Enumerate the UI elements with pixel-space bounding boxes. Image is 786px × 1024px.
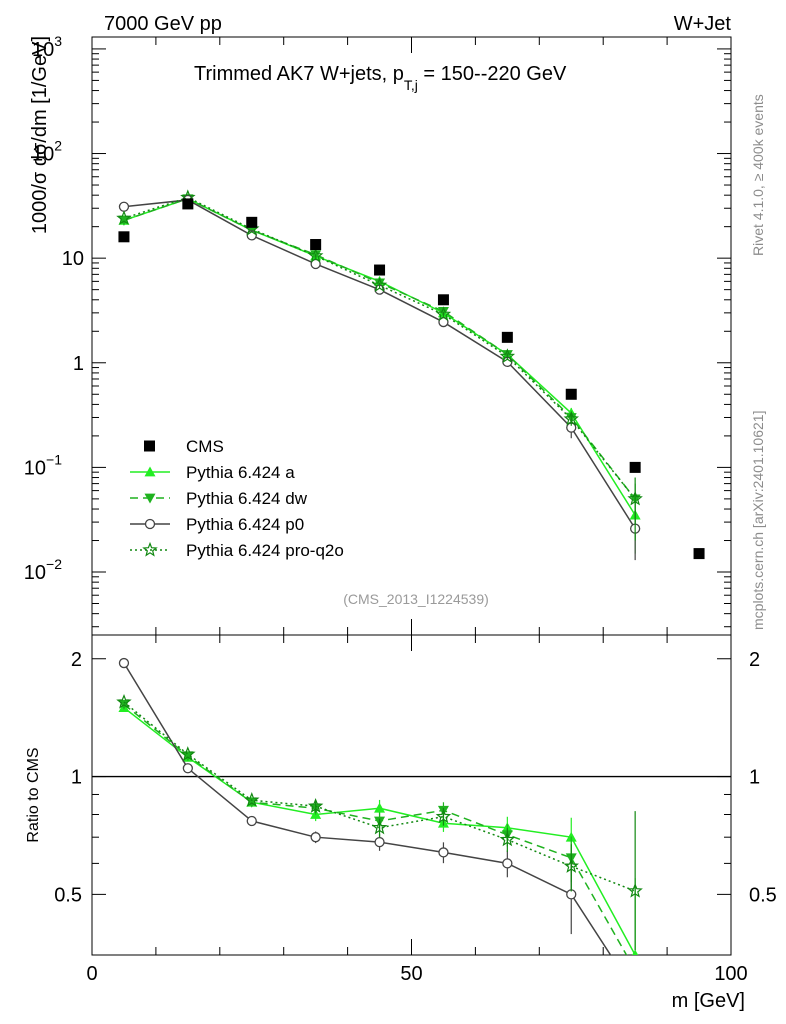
y-tick-base: 10	[32, 39, 54, 61]
ratio-tick-label-right: 0.5	[749, 884, 777, 906]
side-label-rivet: Rivet 4.1.0, ≥ 400k events	[750, 94, 766, 256]
y-axis-label: 1000/σ dσ/dm [1/GeV]	[29, 36, 51, 234]
legend-label: Pythia 6.424 dw	[186, 489, 308, 508]
y-tick-base: 10	[24, 457, 46, 479]
side-label-source: mcplots.cern.ch [arXiv:2401.10621]	[750, 410, 766, 630]
ratio-point	[182, 763, 194, 774]
ratio-series	[116, 693, 643, 951]
y-tick-label: 103	[32, 33, 62, 61]
legend-label: Pythia 6.424 pro-q2o	[186, 541, 344, 560]
chart-title-sub: T,j	[404, 77, 418, 93]
ratio-tick-label-right: 1	[749, 767, 760, 789]
series-point	[116, 210, 132, 225]
legend-marker	[142, 541, 158, 557]
ratio-point	[371, 819, 388, 835]
cms-data-point	[374, 264, 386, 276]
cms-data-point	[182, 198, 194, 210]
data-marks	[116, 189, 705, 561]
ratio-point	[182, 751, 194, 762]
legend-marker-cms	[144, 440, 155, 452]
y-tick-base: 10	[32, 144, 54, 166]
series-line	[123, 196, 636, 500]
series-point	[310, 258, 321, 270]
ratio-point	[116, 693, 132, 709]
y-tick-label: 10−1	[24, 451, 62, 479]
series-point	[499, 348, 516, 364]
legend-label: CMS	[186, 437, 224, 456]
legend-marker	[144, 493, 156, 504]
y-tick-exp: 3	[54, 33, 62, 49]
series-point	[435, 306, 452, 322]
y-tick-label: 102	[32, 138, 62, 166]
ratio-tick-label: 1	[71, 767, 82, 789]
legend-label: Pythia 6.424 a	[186, 463, 295, 482]
ratio-point	[438, 847, 449, 858]
series-point	[307, 247, 324, 263]
ratio-point	[435, 808, 452, 824]
cms-data-point	[118, 231, 130, 243]
ratio-line	[123, 701, 636, 892]
y-tick-exp: 2	[54, 138, 62, 154]
cms-data-point	[310, 239, 322, 251]
mc-lines	[116, 196, 643, 955]
ratio-series	[118, 657, 612, 955]
header-right: W+Jet	[674, 13, 732, 35]
ratio-point	[244, 792, 260, 807]
cms-data-point	[437, 294, 449, 306]
cms-data-point	[629, 461, 641, 473]
ratio-point	[310, 832, 321, 843]
x-tick-label: 0	[86, 963, 97, 985]
series-point	[563, 410, 579, 426]
series-point	[118, 201, 130, 212]
ratio-point	[374, 836, 385, 848]
y-tick-exp: −1	[46, 451, 62, 467]
ratio-point	[499, 831, 516, 847]
chart-title-main: Trimmed AK7 W+jets, p	[194, 63, 404, 85]
ratio-tick-label-right: 2	[749, 649, 760, 671]
legend-marker	[144, 466, 156, 477]
header-left: 7000 GeV pp	[104, 13, 222, 35]
cms-data-point	[693, 548, 705, 560]
ratio-point	[180, 746, 196, 761]
x-axis-label: m [GeV]	[672, 990, 745, 1012]
y-tick-label: 10	[62, 248, 84, 270]
y-tick-exp: −2	[46, 556, 62, 572]
cms-data-point	[246, 216, 258, 228]
ratio-point	[627, 882, 643, 898]
ratio-point	[563, 858, 579, 873]
chart-title-tail: = 150--220 GeV	[418, 63, 567, 85]
legend-label: Pythia 6.424 p0	[186, 515, 304, 534]
y-tick-label: 1	[73, 353, 84, 375]
y-tick-base: 10	[24, 562, 46, 584]
x-tick-label: 50	[400, 963, 422, 985]
cms-data-point	[501, 331, 513, 343]
series-point	[437, 306, 449, 317]
ratio-point	[374, 802, 386, 813]
chart-title: Trimmed AK7 W+jets, pT,j = 150--220 GeV	[194, 63, 567, 93]
series-point	[371, 277, 388, 292]
x-tick-label: 100	[714, 963, 747, 985]
cms-data-point	[565, 388, 577, 400]
ratio-point	[118, 657, 130, 669]
ratio-tick-label: 2	[71, 649, 82, 671]
legend-marker	[144, 518, 156, 530]
y-tick-label: 10−2	[24, 556, 62, 584]
ratio-tick-label: 0.5	[54, 884, 82, 906]
ratio-point	[307, 798, 324, 813]
watermark: (CMS_2013_I1224539)	[343, 591, 489, 607]
series-point	[627, 490, 643, 506]
legend: CMS Pythia 6.424 a Pythia 6.424 dw Pythia 6…	[130, 437, 344, 560]
ratio-point	[246, 815, 257, 827]
ratio-point	[502, 858, 513, 869]
ratio-y-axis-label: Ratio to CMS	[25, 747, 42, 842]
ratio-point	[632, 949, 639, 955]
